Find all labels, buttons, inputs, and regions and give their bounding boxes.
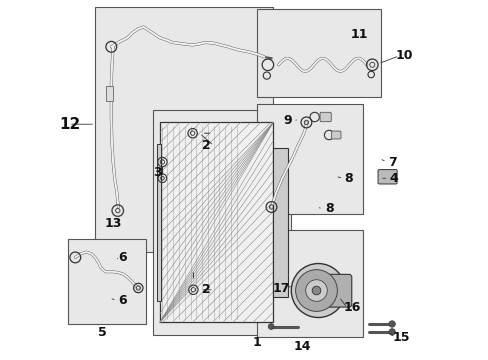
Text: 2: 2 (202, 283, 211, 296)
FancyBboxPatch shape (377, 170, 396, 184)
Text: 17: 17 (272, 282, 289, 294)
Bar (160, 122, 273, 322)
Circle shape (291, 264, 345, 318)
Text: 16: 16 (343, 301, 361, 314)
Text: 15: 15 (391, 331, 409, 344)
Bar (257, 230, 363, 337)
Text: 1: 1 (252, 336, 261, 349)
Text: 12: 12 (59, 117, 81, 132)
Circle shape (388, 329, 394, 335)
Text: 10: 10 (395, 49, 413, 62)
Text: 7: 7 (387, 156, 396, 168)
FancyBboxPatch shape (320, 112, 330, 122)
Circle shape (295, 270, 337, 311)
Text: 3: 3 (153, 166, 162, 179)
Text: 2: 2 (202, 139, 211, 152)
Bar (68, 239, 145, 324)
Text: 8: 8 (344, 172, 352, 185)
Text: 4: 4 (389, 172, 397, 185)
Bar (257, 104, 363, 214)
Bar (152, 110, 291, 335)
Circle shape (311, 286, 320, 295)
Text: 6: 6 (118, 294, 126, 307)
FancyBboxPatch shape (331, 131, 340, 139)
Bar (257, 9, 381, 97)
Text: 8: 8 (324, 202, 333, 215)
Text: 6: 6 (118, 251, 126, 264)
Bar (273, 148, 287, 297)
Circle shape (305, 280, 326, 301)
Bar (157, 144, 161, 301)
Bar (106, 86, 113, 101)
Text: 11: 11 (350, 28, 367, 41)
Text: 13: 13 (104, 217, 122, 230)
Text: 14: 14 (293, 340, 310, 353)
Circle shape (268, 324, 273, 329)
Text: 5: 5 (98, 327, 106, 339)
Circle shape (388, 321, 394, 327)
FancyBboxPatch shape (325, 274, 351, 307)
Text: 9: 9 (283, 114, 291, 127)
Bar (95, 7, 273, 252)
